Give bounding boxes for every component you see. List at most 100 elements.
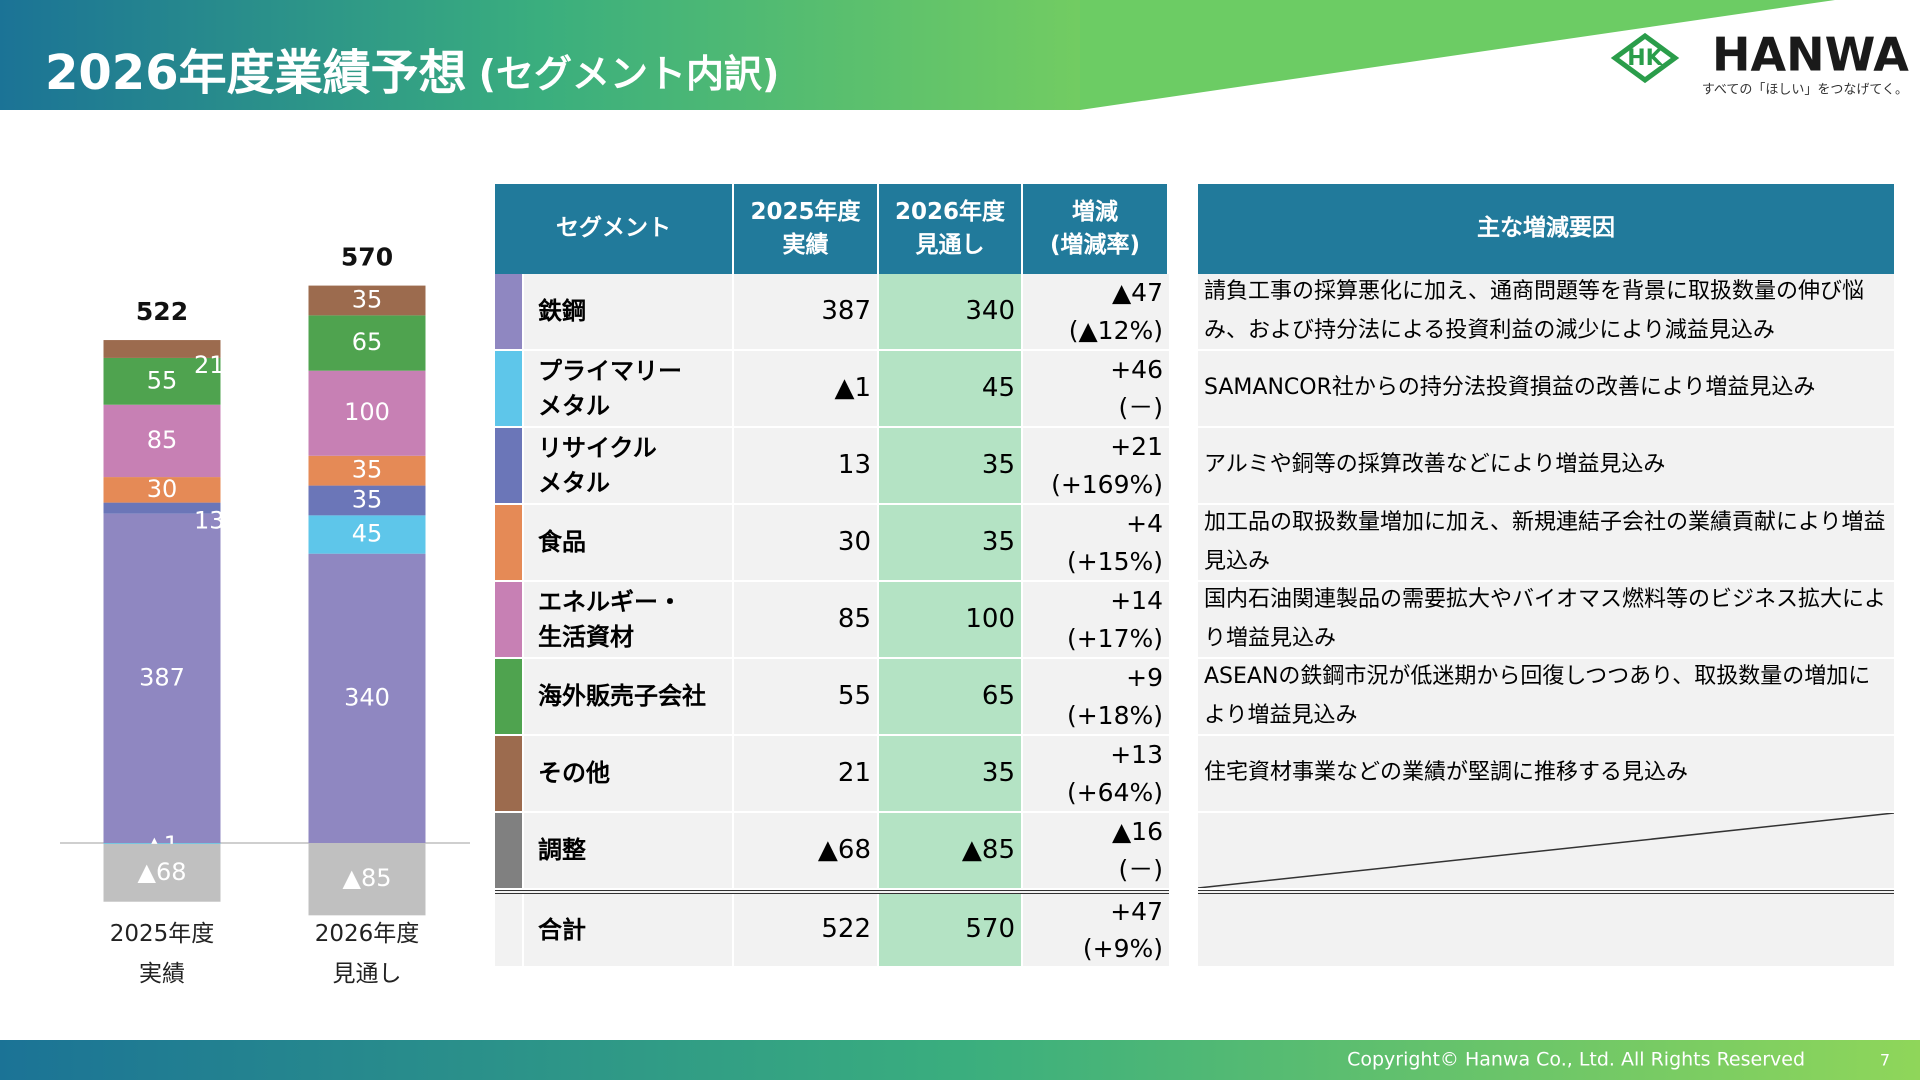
reason-header: 主な増減要因 bbox=[1198, 184, 1894, 274]
actual-cell: 85 bbox=[734, 582, 879, 657]
change-value: +46 bbox=[1110, 355, 1163, 384]
bar-segment bbox=[103, 843, 221, 844]
bar-segment bbox=[308, 515, 426, 554]
segment-name: 合計 bbox=[524, 894, 734, 966]
reason-row: アルミや銅等の採算改善などにより増益見込み bbox=[1198, 428, 1894, 505]
segment-label: 35 bbox=[352, 456, 383, 484]
forecast-cell: 100 bbox=[879, 582, 1023, 657]
change-cell: ▲16 (－) bbox=[1023, 813, 1169, 888]
actual-cell: 522 bbox=[734, 894, 879, 966]
reason-row: 請負工事の採算悪化に加え、通商問題等を背景に取扱数量の伸び悩み、および持分法によ… bbox=[1198, 274, 1894, 351]
strip-space bbox=[495, 894, 524, 966]
change-value: +47 bbox=[1110, 896, 1163, 926]
reason-total-empty bbox=[1198, 890, 1894, 968]
bar-segment bbox=[308, 455, 426, 486]
bar-segment bbox=[308, 285, 426, 316]
change-rate: (－) bbox=[1118, 854, 1163, 884]
forecast-cell: 45 bbox=[879, 351, 1023, 426]
forecast-cell: 35 bbox=[879, 428, 1023, 503]
change-value: ▲47 bbox=[1111, 278, 1163, 307]
page-number: 7 bbox=[1880, 1051, 1890, 1070]
header-cell: 増減 (増減率) bbox=[1023, 184, 1169, 274]
forecast-cell: 35 bbox=[879, 505, 1023, 580]
change-value: +21 bbox=[1110, 432, 1163, 461]
actual-cell: 30 bbox=[734, 505, 879, 580]
forecast-cell: 570 bbox=[879, 894, 1023, 966]
change-value: +13 bbox=[1110, 740, 1163, 769]
change-cell: +13 (+64%) bbox=[1023, 736, 1169, 811]
title-main: 2026年度業績予想 bbox=[45, 45, 467, 101]
change-cell: ▲47 (▲12%) bbox=[1023, 274, 1169, 349]
actual-cell: ▲1 bbox=[734, 351, 879, 426]
reason-text: 加工品の取扱数量増加に加え、新規連結子会社の業績貢献により増益見込み bbox=[1204, 510, 1886, 574]
segment-label: 35 bbox=[352, 285, 383, 313]
segment-label: 387 bbox=[139, 663, 185, 691]
change-cell: +9 (+18%) bbox=[1023, 659, 1169, 734]
logo-name: HANWA bbox=[1712, 28, 1909, 82]
table-header: セグメント 2025年度 実績 2026年度 見通し 増減 (増減率) bbox=[495, 184, 1169, 274]
footer-band bbox=[0, 1040, 1920, 1080]
change-rate: (+17%) bbox=[1066, 623, 1163, 653]
logo-diamond bbox=[1610, 32, 1680, 84]
forecast-cell: 65 bbox=[879, 659, 1023, 734]
x-tick-label: 2025年度実績 bbox=[110, 921, 215, 987]
change-rate: (+15%) bbox=[1066, 546, 1163, 576]
total-row: 合計 522 570 +47 (+9%) bbox=[495, 890, 1169, 968]
segment-name: その他 bbox=[524, 736, 734, 811]
change-cell: +21 (+169%) bbox=[1023, 428, 1169, 503]
segment-name: 海外販売子会社 bbox=[524, 659, 734, 734]
segment-name: プライマリー メタル bbox=[524, 351, 734, 426]
change-cell: +46 (－) bbox=[1023, 351, 1169, 426]
segment-label: 45 bbox=[352, 520, 383, 548]
change-rate: (－) bbox=[1118, 392, 1163, 422]
header-cell: 主な増減要因 bbox=[1477, 215, 1615, 242]
color-strip bbox=[495, 659, 524, 734]
forecast-cell: ▲85 bbox=[879, 813, 1023, 888]
bar-segment bbox=[103, 340, 221, 358]
forecast-cell: 340 bbox=[879, 274, 1023, 349]
reason-row-empty bbox=[1198, 813, 1894, 890]
segment-label: 65 bbox=[352, 328, 383, 356]
bar-segment bbox=[308, 485, 426, 516]
segment-name: エネルギー・ 生活資材 bbox=[524, 582, 734, 657]
segment-label: 85 bbox=[147, 426, 178, 454]
change-cell: +14 (+17%) bbox=[1023, 582, 1169, 657]
segment-label: 340 bbox=[344, 683, 390, 711]
header-band bbox=[0, 0, 1080, 110]
diagonal-line bbox=[1198, 813, 1894, 888]
bar-segment bbox=[308, 553, 426, 843]
subtitle: (セグメント内訳) bbox=[479, 52, 780, 96]
color-strip bbox=[495, 736, 524, 811]
segment-label: ▲68 bbox=[138, 858, 187, 886]
bar-segment bbox=[103, 357, 221, 405]
bar-segment bbox=[103, 843, 221, 902]
reason-text: 国内石油関連製品の需要拡大やバイオマス燃料等のビジネス拡大により増益見込み bbox=[1204, 587, 1887, 651]
change-rate: (+18%) bbox=[1066, 700, 1163, 730]
segment-label: 100 bbox=[344, 398, 390, 426]
change-rate: (+169%) bbox=[1051, 469, 1163, 499]
reason-text: SAMANCOR社からの持分法投資損益の改善により増益見込み bbox=[1204, 375, 1816, 401]
color-strip bbox=[495, 813, 524, 888]
change-value: +14 bbox=[1110, 586, 1163, 615]
reason-row: 国内石油関連製品の需要拡大やバイオマス燃料等のビジネス拡大により増益見込み bbox=[1198, 582, 1894, 659]
color-strip bbox=[495, 428, 524, 503]
color-strip bbox=[495, 351, 524, 426]
table-row: 調整 ▲68 ▲85 ▲16 (－) bbox=[495, 813, 1169, 890]
header-cell: セグメント bbox=[495, 184, 734, 274]
segment-label: ▲85 bbox=[343, 864, 392, 892]
table-row: エネルギー・ 生活資材 85 100 +14 (+17%) bbox=[495, 582, 1169, 659]
copyright: Copyright© Hanwa Co., Ltd. All Rights Re… bbox=[1347, 1049, 1805, 1071]
total-label: 522 bbox=[136, 297, 188, 326]
table-row: 海外販売子会社 55 65 +9 (+18%) bbox=[495, 659, 1169, 736]
bar-segment bbox=[308, 370, 426, 456]
reason-table: 主な増減要因請負工事の採算悪化に加え、通商問題等を背景に取扱数量の伸び悩み、およ… bbox=[1198, 184, 1894, 968]
reason-row: SAMANCOR社からの持分法投資損益の改善により増益見込み bbox=[1198, 351, 1894, 428]
table-row: リサイクル メタル 13 35 +21 (+169%) bbox=[495, 428, 1169, 505]
actual-cell: 55 bbox=[734, 659, 879, 734]
actual-cell: ▲68 bbox=[734, 813, 879, 888]
change-rate: (+64%) bbox=[1066, 777, 1163, 807]
x-tick-label: 2026年度見通し bbox=[315, 921, 420, 987]
header-wedge bbox=[1080, 0, 1835, 110]
header-cell: 2025年度 実績 bbox=[734, 184, 879, 274]
